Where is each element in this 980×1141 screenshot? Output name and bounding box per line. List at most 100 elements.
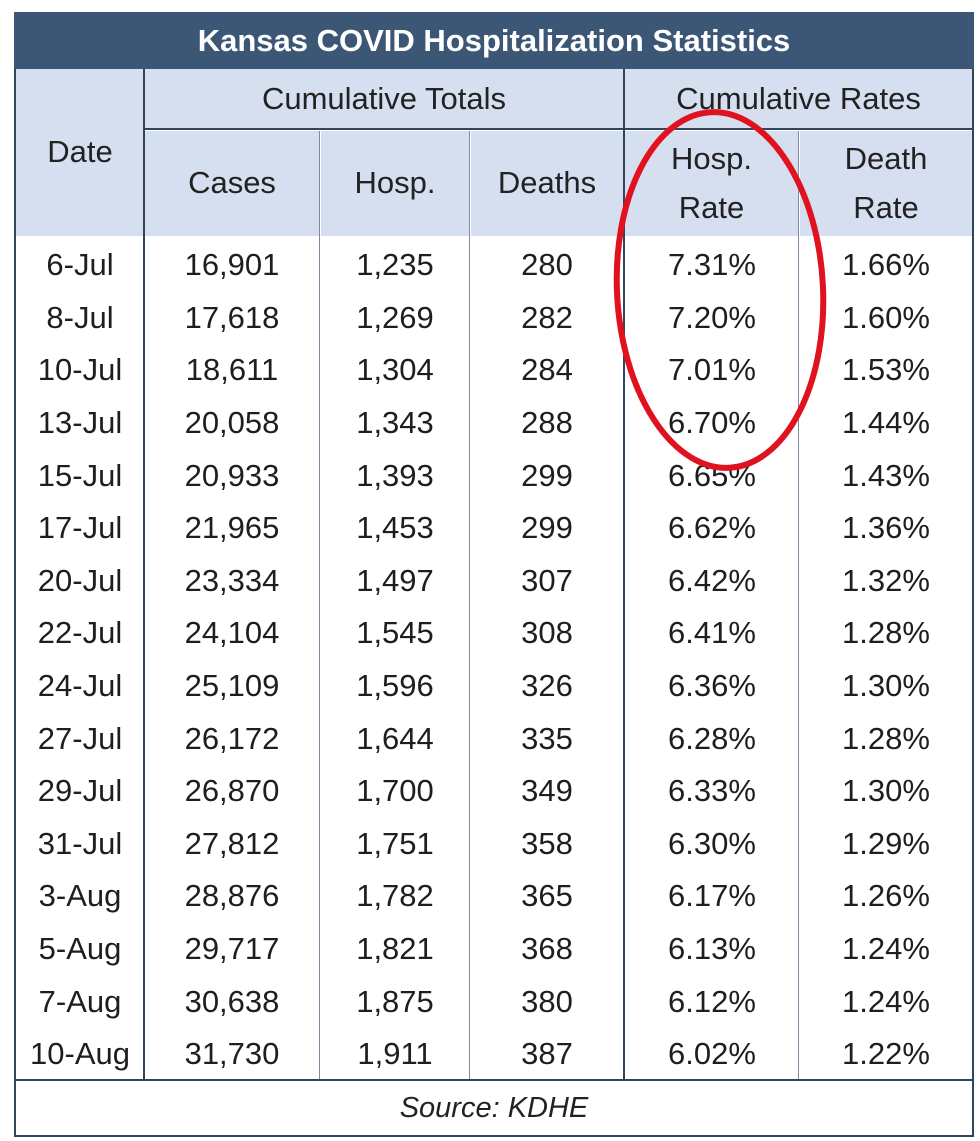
header-death-rate-line1: Death [844,141,928,177]
cell-hosp: 1,821 [356,931,434,967]
cell-death-rate: 1.30% [842,668,930,704]
cell-deaths: 280 [521,247,573,283]
cell-death-rate: 1.24% [842,931,930,967]
cell-death-rate: 1.26% [842,878,930,914]
cell-cases: 17,618 [184,299,280,335]
cell-cases: 29,717 [184,931,280,967]
cell-hosp-rate: 6.41% [668,615,756,651]
header-hosp-rate-line1: Hosp. [671,141,752,177]
cell-date: 10-Jul [37,352,123,388]
cell-deaths: 335 [521,720,573,756]
cell-cases: 30,638 [184,983,280,1019]
header-group-rates: Cumulative Rates [625,69,972,129]
cell-date: 5-Aug [38,931,122,967]
source-note: Source: KDHE [399,1092,589,1124]
cell-cases: 26,172 [184,720,280,756]
rule-above-source [14,1079,974,1081]
cell-deaths: 288 [521,405,573,441]
table-row: 10-Aug 31,730 1,911 387 6.02% 1.22% [16,1028,972,1081]
cell-date: 6-Jul [46,247,114,283]
table-row: 29-Jul 26,870 1,700 349 6.33% 1.30% [16,765,972,818]
cell-cases: 27,812 [184,825,280,861]
cell-death-rate: 1.28% [842,615,930,651]
header-death-rate: Death Rate [800,131,972,236]
cell-hosp: 1,393 [356,457,434,493]
cell-death-rate: 1.22% [842,1036,930,1072]
rule-between-totals-rates [623,69,625,1080]
header-hosp-rate: Hosp. Rate [625,131,798,236]
cell-hosp-rate: 6.70% [668,405,756,441]
table-row: 31-Jul 27,812 1,751 358 6.30% 1.29% [16,818,972,871]
cell-deaths: 307 [521,562,573,598]
header-hosp-label: Hosp. [354,165,436,201]
table-row: 10-Jul 18,611 1,304 284 7.01% 1.53% [16,344,972,397]
header-deaths-label: Deaths [497,165,597,201]
cell-hosp: 1,644 [356,720,434,756]
cell-deaths: 368 [521,931,573,967]
cell-date: 3-Aug [38,878,122,914]
cell-deaths: 380 [521,983,573,1019]
cell-hosp-rate: 7.20% [668,299,756,335]
cell-date: 29-Jul [37,773,123,809]
cell-cases: 28,876 [184,878,280,914]
cell-hosp-rate: 6.62% [668,510,756,546]
cell-cases: 21,965 [184,510,280,546]
cell-deaths: 349 [521,773,573,809]
rule-after-date [143,69,145,1080]
rule-after-cases [319,131,320,1080]
cell-cases: 31,730 [184,1036,280,1072]
table-row: 20-Jul 23,334 1,497 307 6.42% 1.32% [16,555,972,608]
header-deaths: Deaths [471,131,623,236]
table-row: 8-Jul 17,618 1,269 282 7.20% 1.60% [16,292,972,345]
table-row: 27-Jul 26,172 1,644 335 6.28% 1.28% [16,712,972,765]
cell-deaths: 387 [521,1036,573,1072]
cell-deaths: 282 [521,299,573,335]
cell-date: 24-Jul [37,668,123,704]
cell-hosp: 1,453 [356,510,434,546]
cell-hosp-rate: 7.01% [668,352,756,388]
table-row: 15-Jul 20,933 1,393 299 6.65% 1.43% [16,449,972,502]
cell-date: 7-Aug [38,983,122,1019]
cell-hosp-rate: 6.30% [668,825,756,861]
table-row: 6-Jul 16,901 1,235 280 7.31% 1.66% [16,239,972,292]
cell-deaths: 308 [521,615,573,651]
header-date-label: Date [47,134,113,170]
cell-death-rate: 1.32% [842,562,930,598]
cell-cases: 16,901 [184,247,280,283]
cell-hosp-rate: 6.33% [668,773,756,809]
table-row: 17-Jul 21,965 1,453 299 6.62% 1.36% [16,502,972,555]
header-cases: Cases [145,131,319,236]
cell-death-rate: 1.24% [842,983,930,1019]
cell-hosp: 1,751 [356,825,434,861]
cell-deaths: 299 [521,457,573,493]
rule-after-hosp-rate [798,131,799,1080]
cell-cases: 24,104 [184,615,280,651]
cell-death-rate: 1.29% [842,825,930,861]
cell-death-rate: 1.53% [842,352,930,388]
cell-date: 8-Jul [46,299,114,335]
header-group-rates-label: Cumulative Rates [676,80,921,116]
cell-hosp-rate: 6.65% [668,457,756,493]
cell-hosp-rate: 6.12% [668,983,756,1019]
cell-hosp: 1,269 [356,299,434,335]
cell-death-rate: 1.44% [842,405,930,441]
cell-hosp-rate: 6.36% [668,668,756,704]
header-group-totals-label: Cumulative Totals [261,80,507,116]
cell-hosp: 1,235 [356,247,434,283]
cell-date: 31-Jul [37,825,123,861]
cell-date: 27-Jul [37,720,123,756]
table-row: 3-Aug 28,876 1,782 365 6.17% 1.26% [16,870,972,923]
cell-hosp-rate: 6.02% [668,1036,756,1072]
header-hosp: Hosp. [321,131,469,236]
header-death-rate-line2: Rate [853,189,919,225]
cell-death-rate: 1.30% [842,773,930,809]
cell-hosp: 1,782 [356,878,434,914]
cell-cases: 20,058 [184,405,280,441]
cell-hosp-rate: 7.31% [668,247,756,283]
cell-deaths: 326 [521,668,573,704]
header-cases-label: Cases [188,165,276,201]
cell-date: 13-Jul [37,405,123,441]
cell-death-rate: 1.36% [842,510,930,546]
cell-deaths: 358 [521,825,573,861]
table-row: 24-Jul 25,109 1,596 326 6.36% 1.30% [16,660,972,713]
